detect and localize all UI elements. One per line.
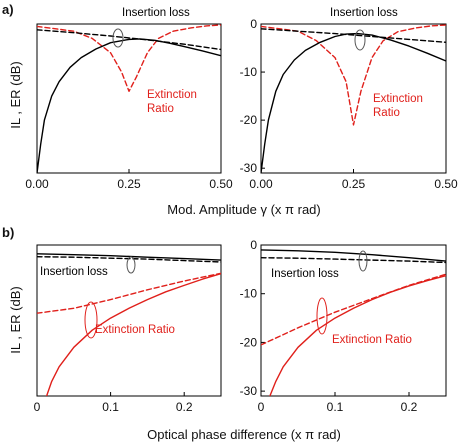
annotation-il: Insertion loss [122,7,190,19]
annotation-ellipse-er [316,297,328,335]
plot-b-left: 0 0.1 0.2 Insertion loss Extinction Ratio [34,244,222,414]
series-il-solid [261,249,446,262]
x-tick-label: 0.2 [401,400,418,414]
annotation-er: Extinction Ratio [332,334,412,346]
plot-a-left: 0.00 0.25 0.50 Insertion loss Extinction Rati… [25,7,233,191]
x-tick-label: 0.00 [249,177,273,191]
y-tick-label: 0 [250,17,257,31]
xlabel-b: Optical phase difference (x π rad) [147,427,341,442]
ylabel-b: IL , ER (dB) [8,286,23,353]
series-il-dashed [261,257,446,264]
x-tick-label: 0.2 [176,400,193,414]
y-tick-label: 0 [250,238,257,252]
y-tick-label: -30 [240,161,258,175]
x-tick-label: 0.00 [25,177,49,191]
xlabel-a: Mod. Amplitude γ (x π rad) [167,202,320,217]
x-tick-label: 0.50 [434,177,458,191]
series-er-dashed [37,24,221,93]
annotation-ellipse-il [112,28,124,48]
axes-frame-b-right [260,244,447,397]
plot-b-right: 0 0.1 0.2 0 -10 -20 -30 Insertion loss Extinctio… [240,238,447,414]
x-tick-label: 0.1 [327,400,344,414]
panel-a-letter: a) [2,2,14,17]
x-tick-label: 0.1 [102,400,119,414]
series-il-solid [261,32,446,173]
series-er-dashed [37,272,221,314]
x-tick-label: 0 [34,400,41,414]
x-tick-label: 0.25 [117,177,141,191]
series-er-solid [269,275,446,396]
x-tick-label: 0.25 [342,177,366,191]
axes-frame-b-left [36,244,222,397]
plot-a-right: 0.00 0.25 0.50 0 -10 -20 -30 Insertion loss Exti… [240,7,458,191]
annotation-er: Extinction Ratio [373,93,423,119]
annotation-ellipse-il [358,250,368,272]
y-tick-label: -10 [240,65,258,79]
series-er-dashed [261,24,446,126]
x-tick-label: 0.50 [209,177,233,191]
annotation-ellipse-er [84,301,98,339]
annotation-er: Extinction Ratio [95,324,175,336]
series-er-dashed [261,273,446,346]
panel-b-letter: b) [2,225,14,240]
series-il-dashed [37,29,221,51]
annotation-il: Insertion loss [271,268,339,280]
series-il-dashed [261,28,446,43]
y-tick-label: -20 [240,113,258,127]
annotation-ellipse-il [354,29,366,51]
x-tick-label: 0 [258,400,265,414]
series-er-solid [45,273,221,396]
y-tick-label: -10 [240,287,258,301]
series-il-solid [37,38,221,173]
series-il-solid [37,253,221,261]
y-tick-label: -30 [240,384,258,398]
annotation-er: Extinction Ratio [147,89,197,115]
ylabel-a: IL , ER (dB) [8,61,23,128]
annotation-il: Insertion loss [40,266,108,278]
annotation-il: Insertion loss [330,7,398,19]
y-tick-label: -20 [240,335,258,349]
annotation-ellipse-il [126,256,136,274]
